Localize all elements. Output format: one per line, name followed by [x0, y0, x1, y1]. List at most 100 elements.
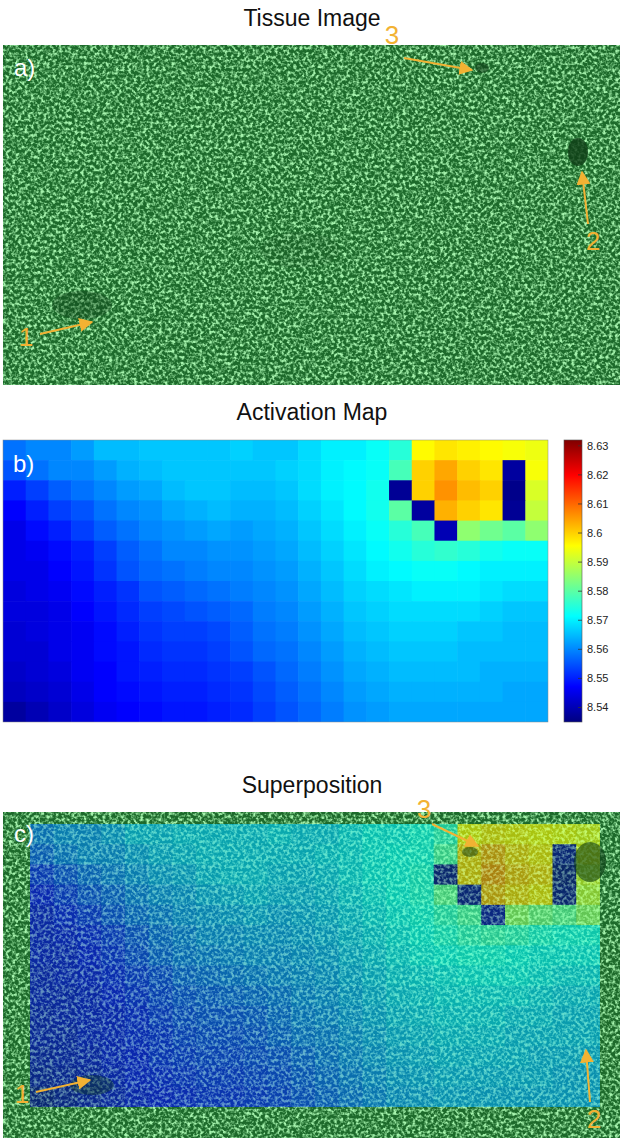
heat-cell [434, 702, 457, 722]
heat-cell [117, 601, 140, 622]
heat-cell [480, 682, 503, 703]
heat-cell [230, 601, 253, 622]
heat-cell [525, 521, 548, 542]
tissue-spot [52, 291, 112, 319]
heat-cell [321, 581, 344, 602]
heat-cell [94, 561, 117, 582]
heat-cell [94, 702, 117, 722]
heat-cell [230, 641, 253, 662]
heat-cell [457, 641, 480, 662]
heat-cell [94, 460, 117, 481]
heat-cell [434, 460, 457, 481]
heat-cell [253, 440, 276, 461]
heat-cell [480, 601, 503, 622]
heat-cell [503, 662, 526, 683]
heat-cell [162, 581, 185, 602]
heat-cell [503, 601, 526, 622]
heat-cell [117, 521, 140, 542]
heat-cell [253, 500, 276, 521]
heat-cell [94, 662, 117, 683]
heat-cell [3, 621, 26, 642]
colorbar-tick [578, 533, 582, 534]
heat-cell [207, 641, 230, 662]
heat-cell [48, 621, 71, 642]
heat-cell [412, 521, 435, 542]
heat-cell [185, 601, 208, 622]
annotation-label: 3 [385, 20, 399, 50]
heatmap-frame [3, 440, 548, 722]
colorbar [564, 440, 582, 722]
colorbar-tick [578, 591, 582, 592]
panel-title: Tissue Image [243, 5, 380, 31]
heat-cell [230, 521, 253, 542]
panel-b: Activation Mapb)8.548.558.568.578.588.59… [3, 399, 608, 723]
panel-label: c) [14, 820, 34, 847]
heat-cell [94, 541, 117, 562]
heat-cell [389, 702, 412, 722]
heat-cell [139, 601, 162, 622]
heat-cell [26, 480, 49, 501]
heat-cell [117, 480, 140, 501]
heat-cell [253, 601, 276, 622]
heat-cell [298, 541, 321, 562]
heat-cell [117, 460, 140, 481]
heat-cell [434, 641, 457, 662]
heat-cell [344, 641, 367, 662]
colorbar-tick-label: 8.61 [587, 498, 608, 510]
heat-cell [162, 682, 185, 703]
heat-cell [480, 662, 503, 683]
heat-cell [117, 581, 140, 602]
heat-cell [457, 440, 480, 461]
heat-cell [185, 662, 208, 683]
heat-cell [3, 641, 26, 662]
colorbar-tick [578, 620, 582, 621]
heat-cell [162, 541, 185, 562]
heat-cell [139, 641, 162, 662]
heat-cell [48, 702, 71, 722]
tissue-spot [475, 63, 489, 73]
heat-cell [185, 521, 208, 542]
heat-cell [366, 641, 389, 662]
heat-cell [3, 581, 26, 602]
heat-cell [480, 500, 503, 521]
annotation-label: 3 [417, 794, 431, 824]
heat-cell [71, 541, 94, 562]
heat-cell [412, 500, 435, 521]
heat-cell [71, 440, 94, 461]
heat-cell [298, 662, 321, 683]
heat-cell [298, 521, 321, 542]
overlay-cells [30, 824, 600, 1107]
superposition-image-base [3, 812, 620, 1138]
heat-cell [71, 662, 94, 683]
heat-cell [117, 662, 140, 683]
heat-cell [457, 561, 480, 582]
heat-cell [185, 682, 208, 703]
heat-cell [298, 440, 321, 461]
heat-cell [26, 561, 49, 582]
heat-cell [117, 500, 140, 521]
heat-cell [503, 641, 526, 662]
heat-cell [366, 702, 389, 722]
overlay-area [30, 824, 600, 1107]
heat-cell [434, 581, 457, 602]
heat-cell [321, 702, 344, 722]
heat-cell [162, 601, 185, 622]
heat-cell [480, 521, 503, 542]
heat-cell [207, 500, 230, 521]
heat-cell [412, 440, 435, 461]
heat-cell [366, 581, 389, 602]
heat-cell [3, 500, 26, 521]
heat-cell [503, 561, 526, 582]
colorbar-tick-label: 8.56 [587, 643, 608, 655]
heat-cell [71, 601, 94, 622]
heat-cell [503, 581, 526, 602]
heat-cell [525, 601, 548, 622]
heat-cell [139, 541, 162, 562]
heat-cell [276, 621, 299, 642]
tissue-spot [568, 138, 588, 166]
heat-cell [94, 601, 117, 622]
heat-cell [344, 460, 367, 481]
heat-cell [412, 702, 435, 722]
heat-cell [344, 561, 367, 582]
heat-cell [457, 702, 480, 722]
